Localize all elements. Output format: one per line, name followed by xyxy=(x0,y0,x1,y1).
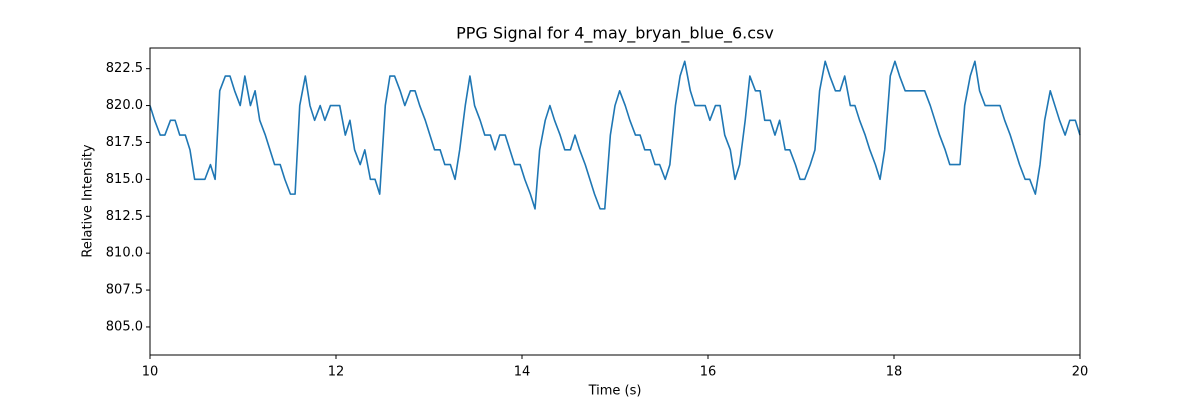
x-tick-label: 12 xyxy=(328,365,345,380)
y-tick-label: 805.0 xyxy=(106,319,143,334)
y-tick-label: 812.5 xyxy=(106,209,143,224)
x-tick-label: 20 xyxy=(1072,365,1089,380)
x-tick-label: 10 xyxy=(142,365,159,380)
y-tick-label: 810.0 xyxy=(106,246,143,261)
chart-title: PPG Signal for 4_may_bryan_blue_6.csv xyxy=(456,24,774,44)
y-tick-label: 817.5 xyxy=(106,135,143,150)
x-tick-label: 14 xyxy=(514,365,531,380)
y-tick-label: 815.0 xyxy=(106,172,143,187)
y-tick-label: 807.5 xyxy=(106,283,143,298)
x-tick-label: 16 xyxy=(700,365,717,380)
x-tick-label: 18 xyxy=(886,365,903,380)
y-axis-label: Relative Intensity xyxy=(81,144,96,257)
x-axis-label: Time (s) xyxy=(588,384,642,399)
y-tick-label: 820.0 xyxy=(106,98,143,113)
data-line xyxy=(149,60,1081,210)
plot-frame xyxy=(149,47,1081,356)
y-tick-label: 822.5 xyxy=(106,61,143,76)
